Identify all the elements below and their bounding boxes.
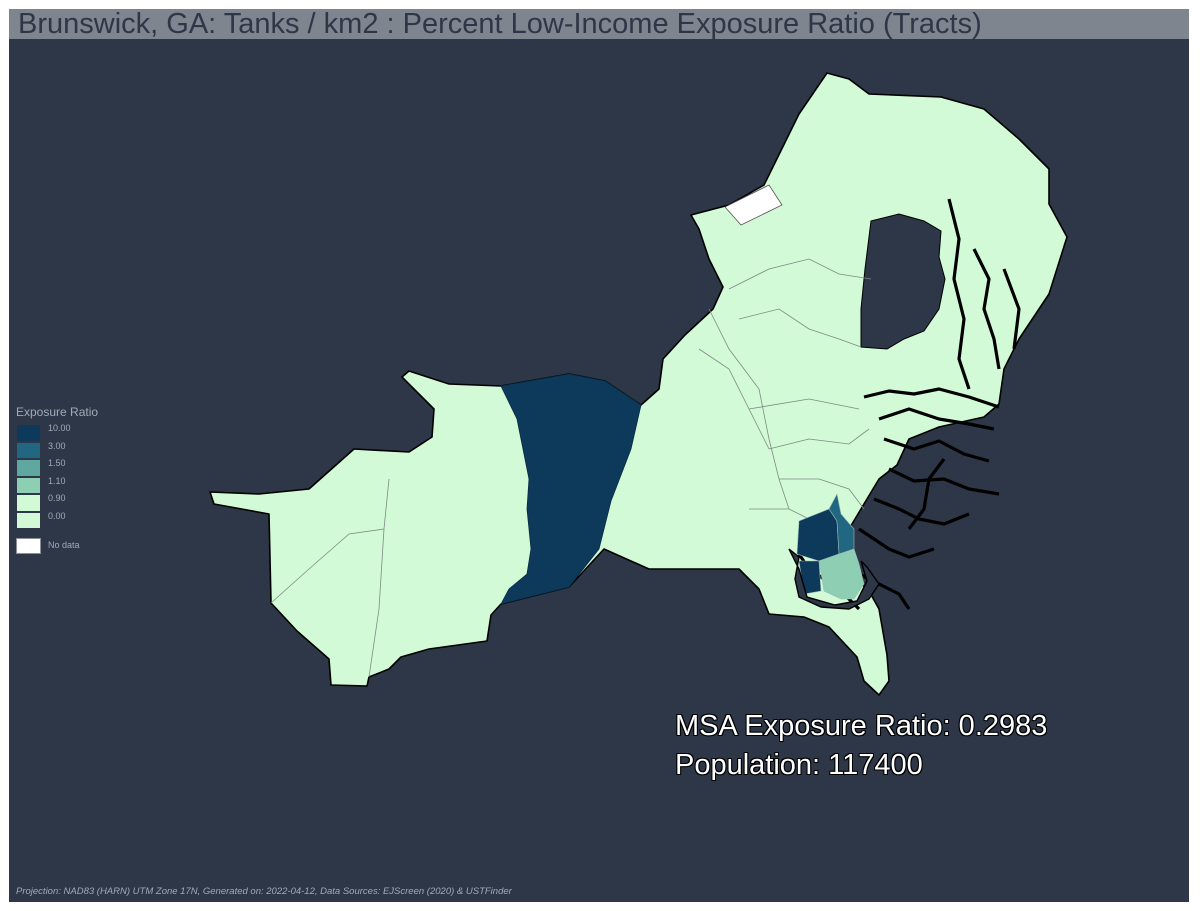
- map-legend: Exposure Ratio 10.00 3.00 1.50 1.10 0.90…: [16, 405, 136, 555]
- legend-label: 1.10: [48, 475, 66, 486]
- legend-label: 0.00: [48, 510, 66, 521]
- map-frame: Brunswick, GA: Tanks / km2 : Percent Low…: [9, 9, 1189, 902]
- legend-swatch: [16, 424, 41, 442]
- legend-swatch: [16, 511, 41, 529]
- legend-swatch: [16, 459, 41, 477]
- legend-swatch: [16, 441, 41, 459]
- legend-item: 1.50: [16, 458, 136, 477]
- legend-label: 3.00: [48, 440, 66, 451]
- legend-title: Exposure Ratio: [16, 405, 99, 419]
- water-north: [860, 213, 946, 350]
- legend-swatch-no-data: [16, 538, 41, 554]
- map-footer: Projection: NAD83 (HARN) UTM Zone 17N, G…: [16, 886, 512, 897]
- legend-item: 3.00: [16, 440, 136, 459]
- legend-item: 0.90: [16, 493, 136, 512]
- legend-label: 1.50: [48, 458, 66, 468]
- legend-item: 0.00: [16, 510, 136, 529]
- brunswick-water: [788, 548, 880, 610]
- legend-no-data: No data: [16, 538, 136, 555]
- title-bar: Brunswick, GA: Tanks / km2 : Percent Low…: [9, 9, 1189, 40]
- population-text: Population: 117400: [675, 749, 923, 781]
- tract-high-west: [500, 373, 642, 605]
- legend-item: 10.00: [16, 423, 136, 442]
- summary-stats: MSA Exposure Ratio: 0.2983 Population: 1…: [675, 707, 1047, 785]
- map-title: Brunswick, GA: Tanks / km2 : Percent Low…: [18, 9, 982, 40]
- legend-item: 1.10: [16, 475, 136, 494]
- legend-no-data-label: No data: [48, 540, 80, 550]
- legend-swatch: [16, 494, 41, 512]
- choropleth-map: [209, 72, 1068, 696]
- legend-label: 10.00: [48, 423, 71, 433]
- tract-mid: [828, 493, 855, 555]
- tract-no-data: [724, 184, 783, 226]
- msa-region: [209, 72, 1068, 696]
- legend-label: 0.90: [48, 493, 66, 503]
- legend-swatch: [16, 476, 41, 494]
- tract-boundaries: [270, 258, 872, 678]
- exposure-ratio-text: MSA Exposure Ratio: 0.2983: [675, 710, 1048, 742]
- tract-low: [818, 548, 865, 600]
